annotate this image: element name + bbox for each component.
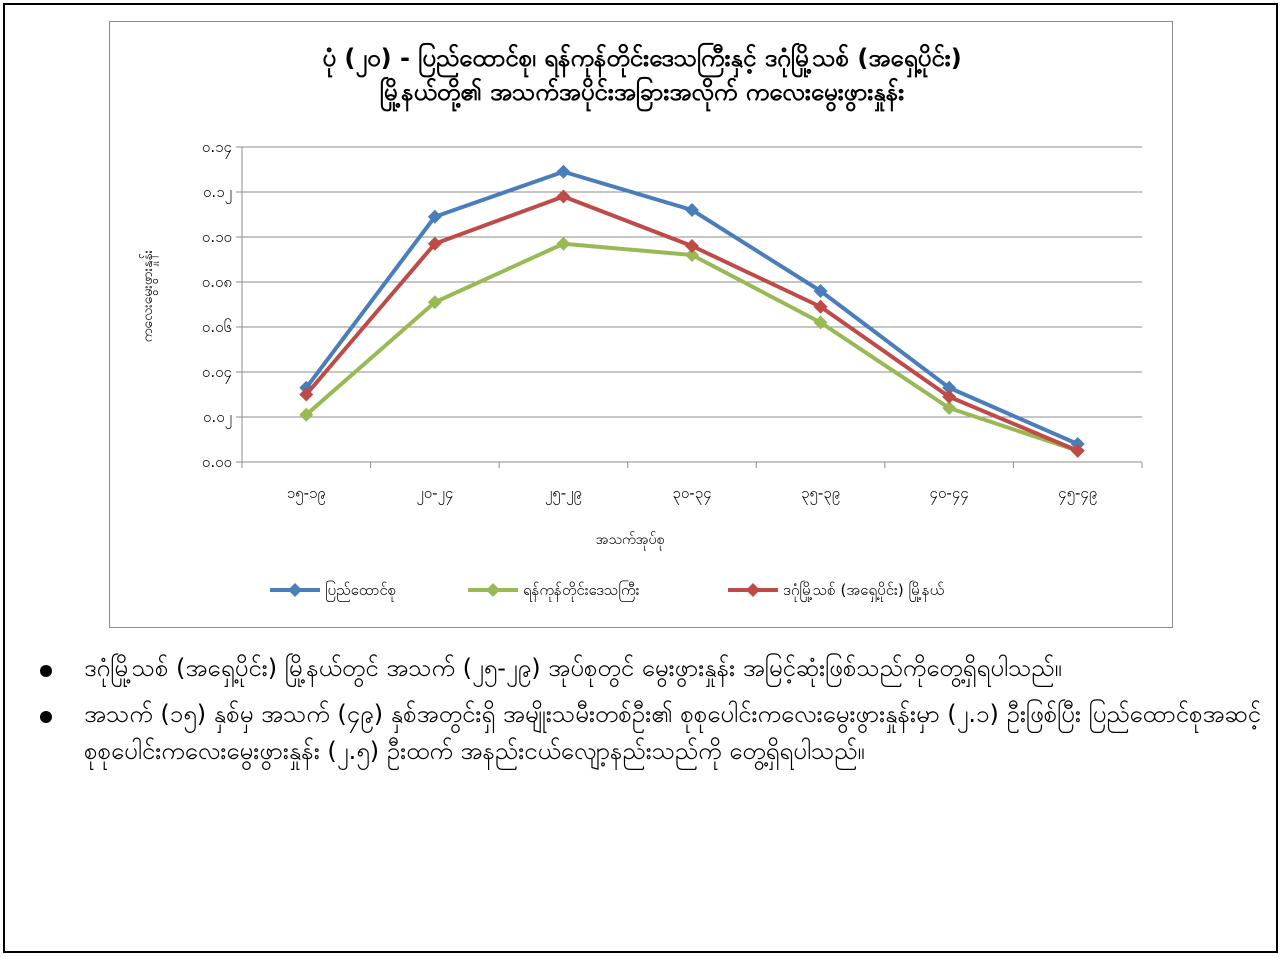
series-line <box>304 241 1079 453</box>
y-tick-label: ၀.၁၂ <box>203 183 232 204</box>
data-point <box>556 236 571 251</box>
axes <box>236 146 1143 468</box>
data-point <box>427 295 442 310</box>
line-chart: ပုံ (၂၀) - ပြည်ထောင်စု၊ ရန်ကုန်တိုင်းဒေသ… <box>140 42 1143 602</box>
y-tick-label: ၀.၀၀ <box>202 453 232 471</box>
legend-marker <box>746 583 760 597</box>
x-axis-title: အသက်အုပ်စု <box>596 532 665 550</box>
y-tick-label: ၀.၀၈ <box>202 273 232 291</box>
x-tick-label: ၄၅-၄၉ <box>1058 484 1097 505</box>
data-point <box>299 387 314 402</box>
x-tick-label: ၂၀-၂၄ <box>416 484 453 505</box>
legend-marker <box>288 583 302 597</box>
chart-area: ပုံ (၂၀) - ပြည်ထောင်စု၊ ရန်ကုန်တိုင်းဒေသ… <box>109 21 1173 628</box>
x-tick-labels: ၁၅-၁၉ ၂၀-၂၄ ၂၅-၂၉ ၃၀-၃၄ ၃၅-၃၉ ၄၀-၄၄ ၄၅-၄၉ <box>287 484 1098 505</box>
data-point <box>556 164 571 179</box>
legend-label: ပြည်ထောင်စု <box>325 580 396 602</box>
data-point <box>813 315 828 330</box>
chart-title-line-2: မြို့နယ်တို့၏ အသက်အပိုင်းအခြားအလိုက် ကလေ… <box>380 76 905 112</box>
bullet-dot-icon <box>40 665 52 677</box>
y-tick-label: ၀.၁၀ <box>202 228 232 246</box>
data-point <box>685 239 699 253</box>
data-point <box>942 389 957 404</box>
data-point <box>685 248 699 262</box>
legend-label: ဒဂုံမြို့သစ် (အရှေ့ပိုင်း) မြို့နယ် <box>783 580 944 602</box>
data-point <box>556 189 571 204</box>
bullet-item: ဒဂုံမြို့သစ် (အရှေ့ပိုင်း) မြို့နယ်တွင် … <box>36 650 1261 686</box>
data-point <box>427 209 442 224</box>
data-point <box>813 299 828 314</box>
legend: ပြည်ထောင်စု ရန်ကုန်တိုင်းဒေသကြီး ဒဂုံမြို့… <box>270 580 944 602</box>
y-tick-label: ၀.၁၄ <box>202 138 232 159</box>
y-axis-title: ကလေးမွေးဖွားနှုန်း <box>140 249 158 342</box>
data-point <box>813 284 828 298</box>
data-point <box>685 203 699 217</box>
bullet-text: ဒဂုံမြို့သစ် (အရှေ့ပိုင်း) မြို့နယ်တွင် … <box>84 654 1062 682</box>
legend-label: ရန်ကုန်တိုင်းဒေသကြီး <box>523 580 640 602</box>
data-point <box>1070 443 1085 458</box>
bullet-text: အသက် (၁၅) နှစ်မှ အသက် (၄၉) နှစ်အတွင်းရှိ… <box>84 700 1261 765</box>
y-tick-label: ၀.၀၄ <box>202 363 232 384</box>
data-point <box>427 236 442 251</box>
x-tick-label: ၄၀-၄၄ <box>930 484 969 505</box>
y-tick-labels: ၀.၀၀ ၀.၀၂ ၀.၀၄ ၀.၀၆ ၀.၀၈ ၀.၁၀ ၀.၁၂ ၀.၁၄ <box>202 138 232 471</box>
page-frame <box>3 3 1278 953</box>
data-point <box>299 407 314 422</box>
gridlines <box>242 146 1142 418</box>
legend-marker <box>486 583 500 597</box>
series-lines <box>299 164 1085 458</box>
data-point <box>942 401 957 415</box>
y-tick-label: ၀.၀၂ <box>203 408 232 429</box>
y-tick-label: ၀.၀၆ <box>202 318 232 336</box>
bullet-list: ဒဂုံမြို့သစ် (အရှေ့ပိုင်း) မြို့နယ်တွင် … <box>36 650 1261 779</box>
x-tick-label: ၃၀-၃၄ <box>672 484 711 505</box>
x-tick-label: ၂၅-၂၉ <box>545 484 582 505</box>
data-point <box>942 380 957 395</box>
bullet-item: အသက် (၁၅) နှစ်မှ အသက် (၄၉) နှစ်အတွင်းရှိ… <box>36 696 1261 769</box>
x-tick-label: ၃၅-၃၉ <box>801 484 840 505</box>
x-tick-label: ၁၅-၁၉ <box>287 484 326 505</box>
bullet-dot-icon <box>40 711 52 724</box>
chart-title-line-1: ပုံ (၂၀) - ပြည်ထောင်စု၊ ရန်ကုန်တိုင်းဒေသ… <box>322 42 961 78</box>
